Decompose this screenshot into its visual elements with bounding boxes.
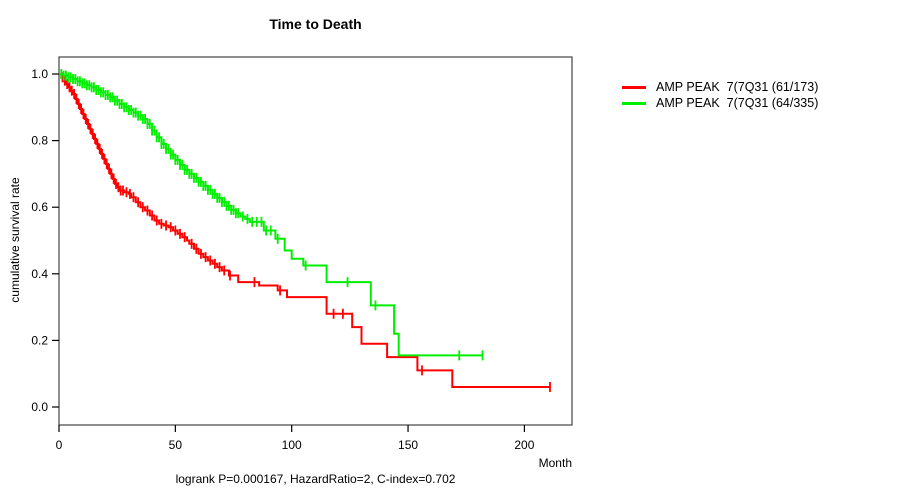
- green-survival-curve: [59, 73, 483, 357]
- legend-line-red: [622, 85, 646, 89]
- curve-green-group: [59, 69, 484, 361]
- censor-marks: [60, 69, 484, 361]
- stats-caption: logrank P=0.000167, HazardRatio=2, C-ind…: [175, 472, 456, 486]
- red-survival-curve: [59, 73, 550, 388]
- legend-label: AMP PEAK 7(7Q31 (64/335): [656, 96, 819, 110]
- x-tick-label: 150: [398, 438, 418, 452]
- y-tick-label: 0.2: [31, 333, 48, 347]
- plot-box: [58, 56, 573, 426]
- x-tick-label: 0: [56, 438, 63, 452]
- y-tick-label: 0.0: [31, 400, 48, 414]
- y-axis-ticks: 0.0 0.2 0.4 0.6 0.8 1.0: [31, 67, 59, 414]
- survival-curves: [59, 69, 551, 393]
- y-tick-label: 1.0: [31, 67, 48, 81]
- legend-line-green: [622, 101, 646, 105]
- x-axis-title: Month: [538, 456, 572, 470]
- y-tick-label: 0.8: [31, 134, 48, 148]
- x-tick-label: 200: [514, 438, 534, 452]
- y-axis-title: cumulative survival rate: [8, 177, 22, 303]
- chart-title: Time to Death: [269, 16, 362, 32]
- y-tick-label: 0.4: [31, 267, 48, 281]
- x-tick-label: 50: [169, 438, 183, 452]
- legend-label: AMP PEAK 7(7Q31 (61/173): [656, 80, 819, 94]
- legend-row-amp-61-173: AMP PEAK 7(7Q31 (61/173): [622, 79, 818, 95]
- x-tick-label: 100: [282, 438, 302, 452]
- x-axis-ticks: 0 50 100 150 200: [56, 425, 535, 452]
- y-tick-label: 0.6: [31, 200, 48, 214]
- curve-red-group: [59, 72, 551, 393]
- legend-row-amp-64-335: AMP PEAK 7(7Q31 (64/335): [622, 95, 818, 111]
- legend: AMP PEAK 7(7Q31 (61/173) AMP PEAK 7(7Q31…: [622, 79, 818, 111]
- censor-marks: [61, 72, 551, 393]
